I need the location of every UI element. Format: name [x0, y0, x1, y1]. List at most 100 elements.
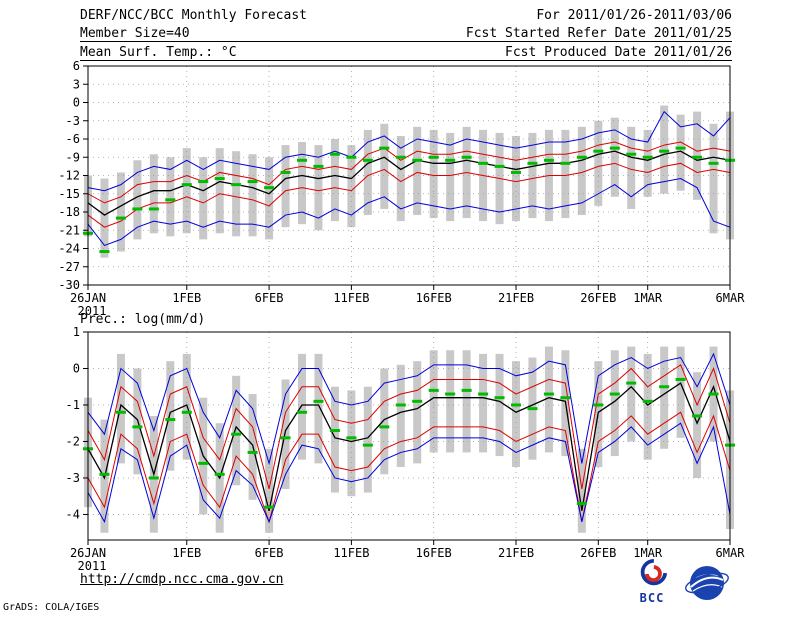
- prec-chart-title: Prec.: log(mm/d): [80, 312, 206, 327]
- ensemble-spread-bar: [396, 364, 405, 468]
- ensemble-spread-bar: [709, 123, 718, 234]
- ensemble-spread-bar: [594, 120, 603, 206]
- ensemble-spread-bar: [330, 386, 339, 493]
- x-tick-label: 6MAR: [716, 291, 746, 305]
- ensemble-spread-bar: [693, 372, 702, 478]
- ensemble-spread-bar: [281, 379, 290, 489]
- ensemble-spread-bar: [610, 350, 619, 457]
- ensemble-spread-bar: [116, 172, 125, 252]
- x-tick-label: 26JAN: [70, 546, 106, 560]
- x-tick-label: 26FEB: [580, 291, 616, 305]
- ensemble-spread-bar: [314, 353, 323, 464]
- bcc-logo-label: BCC: [639, 591, 665, 605]
- ensemble-spread-bar: [643, 353, 652, 460]
- y-tick-label: -27: [58, 260, 80, 274]
- ensemble-spread-bar: [232, 151, 241, 237]
- member-size-label: Member Size=40: [80, 26, 190, 41]
- ensemble-spread-bar: [660, 346, 669, 449]
- ensemble-spread-bar: [314, 145, 323, 231]
- ensemble-spread-bar: [660, 105, 669, 194]
- ensemble-max-line: [87, 352, 731, 466]
- ensemble-spread-bar: [281, 145, 290, 228]
- x-tick-label: 6MAR: [716, 546, 746, 560]
- ensemble-spread-bar: [528, 132, 537, 219]
- ensemble-min-line: [87, 178, 731, 247]
- ensemble-spread-bar: [232, 375, 241, 486]
- ensemble-spread-bar: [429, 350, 438, 453]
- ensemble-spread-bar: [166, 157, 175, 237]
- x-tick-label: 11FEB: [333, 546, 369, 560]
- ensemble-spread-bar: [610, 117, 619, 197]
- ensemble-spread-bar: [446, 350, 455, 453]
- x-tick-label: 16FEB: [416, 546, 452, 560]
- ensemble-spread-bar: [462, 350, 471, 453]
- ensemble-median-line: [87, 382, 731, 511]
- ensemble-spread-bar: [380, 123, 389, 209]
- y-tick-label: 0: [73, 96, 80, 110]
- ensemble-spread-bar: [166, 361, 175, 471]
- ensemble-spread-bar: [676, 114, 685, 191]
- lower-quartile-line: [87, 162, 731, 228]
- y-tick-label: 1: [73, 325, 80, 339]
- ensemble-spread-bar: [380, 368, 389, 475]
- fcst-produced-date: Fcst Produced Date 2011/01/26: [505, 45, 732, 60]
- ensemble-spread-bar: [330, 139, 339, 222]
- y-tick-label: -3: [66, 471, 80, 485]
- upper-quartile-line: [87, 141, 731, 204]
- ensemble-spread-bar: [693, 111, 702, 200]
- y-tick-label: -30: [58, 278, 80, 292]
- ensemble-spread-bar: [363, 129, 372, 216]
- ensemble-spread-bar: [182, 148, 191, 234]
- x-tick-label: 6FEB: [255, 546, 284, 560]
- header-divider-2: [80, 60, 732, 61]
- x-tick-label: 21FEB: [498, 291, 534, 305]
- y-tick-label: -18: [58, 205, 80, 219]
- y-tick-label: -24: [58, 242, 80, 256]
- ensemble-spread-bar: [643, 129, 652, 197]
- ensemble-spread-bar: [116, 353, 125, 464]
- footer-link[interactable]: http://cmdp.ncc.cma.gov.cn: [80, 572, 284, 587]
- ensemble-spread-bar: [676, 346, 685, 438]
- header-divider-1: [80, 41, 732, 42]
- y-tick-label: 3: [73, 77, 80, 91]
- y-tick-label: -6: [66, 132, 80, 146]
- y-tick-label: -1: [66, 398, 80, 412]
- ensemble-spread-bar: [347, 390, 356, 497]
- ensemble-spread-bar: [479, 353, 488, 453]
- ensemble-spread-bar: [265, 448, 274, 533]
- x-tick-label: 1FEB: [172, 546, 201, 560]
- forecast-range: For 2011/01/26-2011/03/06: [536, 8, 732, 23]
- x-year-label: 2011: [78, 304, 107, 318]
- ensemble-spread-bar: [512, 361, 520, 468]
- grads-credit: GrADS: COLA/IGES: [3, 602, 100, 613]
- x-tick-label: 1MAR: [633, 546, 663, 560]
- ensemble-spread-bar: [544, 346, 553, 453]
- ensemble-spread-bar: [265, 157, 274, 240]
- x-tick-label: 26JAN: [70, 291, 106, 305]
- ensemble-spread-bar: [413, 361, 422, 464]
- ensemble-spread-bar: [396, 135, 405, 222]
- ensemble-spread-bar: [512, 135, 520, 222]
- y-tick-label: -12: [58, 169, 80, 183]
- ensemble-spread-bar: [298, 142, 306, 225]
- x-tick-label: 1MAR: [633, 291, 663, 305]
- ensemble-spread-bar: [627, 126, 636, 209]
- ensemble-max-line: [87, 110, 731, 192]
- y-tick-label: -9: [66, 150, 80, 164]
- y-tick-label: -4: [66, 507, 80, 521]
- bcc-logo: BCC: [626, 558, 678, 605]
- ensemble-spread-bar: [100, 178, 109, 258]
- ensemble-min-line: [87, 422, 731, 524]
- ensemble-spread-bar: [298, 353, 306, 460]
- ensemble-spread-bar: [627, 346, 636, 442]
- lower-quartile-line: [87, 411, 731, 524]
- x-tick-label: 1FEB: [172, 291, 201, 305]
- bcc-logo-swirl-icon: [640, 558, 668, 586]
- x-tick-label: 26FEB: [580, 546, 616, 560]
- y-tick-label: -15: [58, 187, 80, 201]
- x-tick-label: 6FEB: [255, 291, 284, 305]
- temp-chart-title: Mean Surf. Temp.: °C: [80, 45, 237, 60]
- ensemble-spread-bar: [363, 386, 372, 493]
